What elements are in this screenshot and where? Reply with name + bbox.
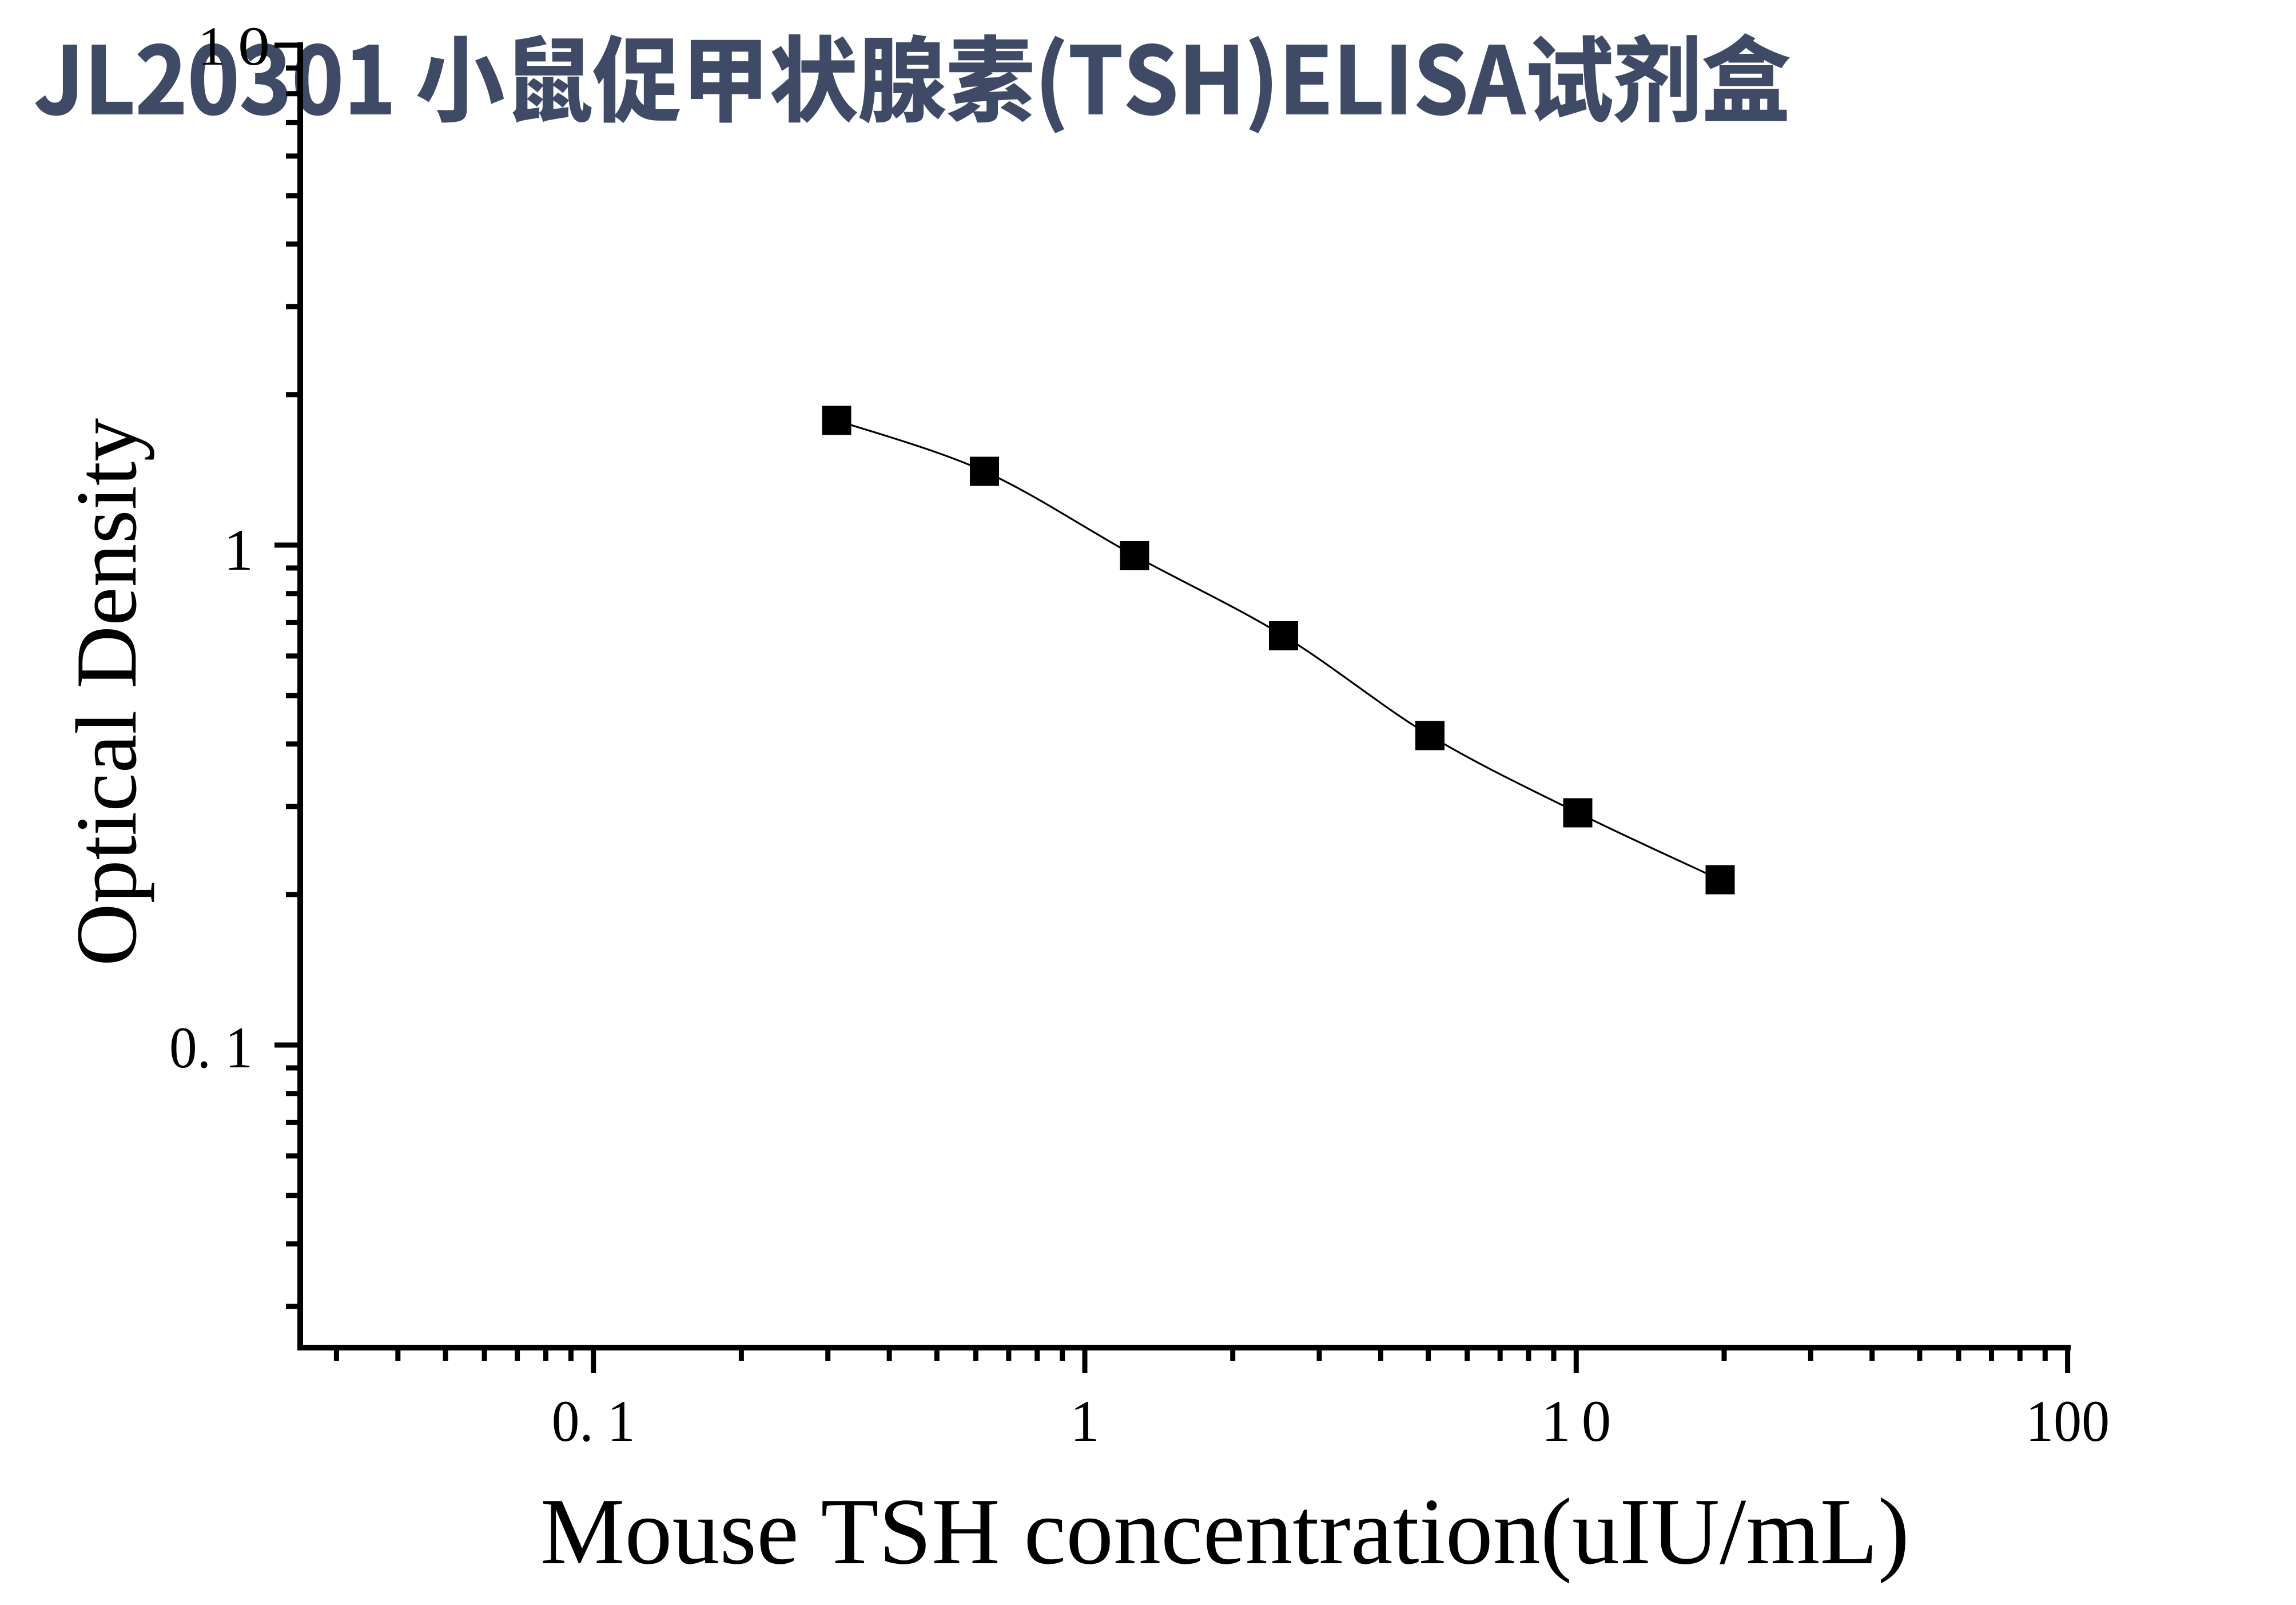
svg-text:Mouse TSH concentration(uIU/mL: Mouse TSH concentration(uIU/mL) — [540, 1479, 1909, 1584]
svg-text:0. 1: 0. 1 — [552, 1389, 635, 1454]
svg-text:0: 0 — [238, 15, 270, 77]
svg-text:100: 100 — [2026, 1389, 2110, 1454]
svg-text:1: 1 — [1070, 1389, 1100, 1454]
svg-text:0. 1: 0. 1 — [169, 1015, 253, 1080]
svg-text:1: 1 — [198, 15, 225, 77]
svg-text:1: 1 — [224, 518, 254, 583]
svg-text:Optical Density: Optical Density — [58, 418, 154, 966]
svg-text:10: 10 — [1541, 1389, 1611, 1454]
